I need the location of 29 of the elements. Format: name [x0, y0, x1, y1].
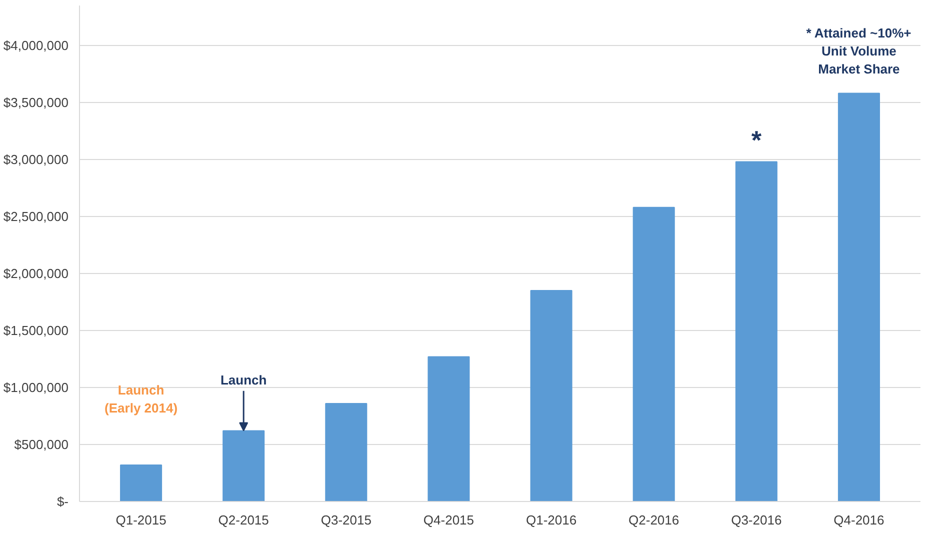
x-tick-label: Q4-2015: [423, 512, 474, 528]
annotation: * Attained ~10%+ Unit Volume Market Share: [806, 26, 912, 77]
x-tick-label: Q3-2016: [731, 512, 782, 528]
y-tick-label: $-: [56, 494, 69, 509]
bar: [222, 430, 265, 502]
bar: [325, 402, 368, 502]
x-tick-label: Q2-2016: [628, 512, 680, 528]
y-tick-label: $500,000: [14, 436, 69, 452]
y-tick-label: $1,500,000: [3, 322, 69, 338]
annotation: *: [751, 124, 762, 155]
bar: [120, 464, 162, 502]
y-tick-label: $4,000,000: [3, 38, 69, 53]
bar: [530, 290, 572, 502]
y-tick-label: $3,000,000: [3, 152, 69, 167]
annotation: Launch (Early 2014): [104, 382, 178, 416]
bar: [838, 92, 880, 502]
y-tick-label: $1,000,000: [3, 380, 69, 395]
y-tick-label: $3,500,000: [3, 94, 69, 110]
x-tick-label: Q2-2015: [218, 512, 269, 528]
y-tick-label: $2,500,000: [3, 208, 69, 224]
x-tick-label: Q1-2016: [526, 512, 577, 528]
bar: [632, 206, 675, 502]
x-tick-label: Q4-2016: [834, 512, 884, 528]
annotation: Launch: [220, 372, 267, 388]
bar: [428, 356, 470, 502]
bar: [735, 161, 778, 502]
x-tick-label: Q3-2015: [320, 512, 372, 528]
x-tick-label: Q1-2015: [116, 512, 166, 528]
y-tick-label: $2,000,000: [3, 266, 69, 281]
